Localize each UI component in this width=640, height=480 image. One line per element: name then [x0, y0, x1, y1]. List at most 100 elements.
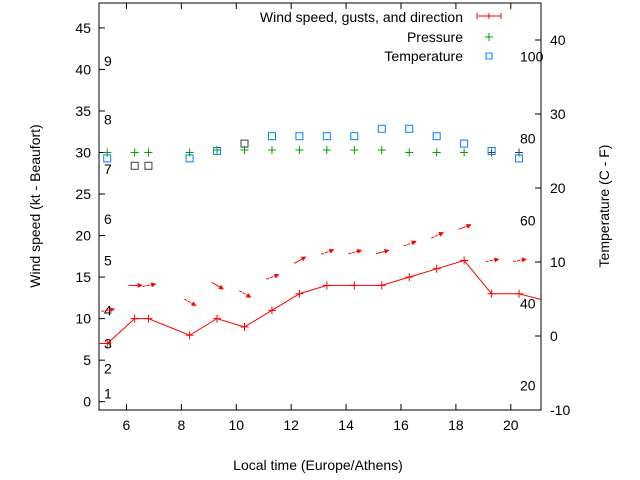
y-tick-label: 45: [75, 20, 91, 36]
gust-direction-arrow: [239, 290, 252, 298]
gust-direction-arrow: [513, 257, 527, 263]
beaufort-label: 8: [104, 111, 112, 127]
arrow-head: [328, 248, 335, 254]
beaufort-label: 1: [104, 385, 112, 401]
wind-speed-point: [432, 264, 441, 273]
wind-speed-point: [405, 273, 414, 282]
temperature-point: [213, 147, 222, 155]
x-tick-label: 18: [448, 417, 464, 433]
arrow-head: [273, 273, 280, 279]
y-tick-label: 15: [75, 269, 91, 285]
legend-wind-label: Wind speed, gusts, and direction: [260, 9, 463, 25]
wind-speed-point: [267, 306, 276, 315]
gust-direction-arrow: [485, 257, 500, 263]
temperature-point: [103, 154, 112, 163]
temperature-point: [144, 161, 153, 170]
gust-direction-arrow: [375, 248, 390, 255]
y-axis-label: Wind speed (kt - Beaufort): [27, 124, 43, 287]
pressure-point: [432, 148, 441, 157]
y2-tick-label: 30: [550, 106, 566, 122]
temperature-point: [240, 139, 249, 148]
pressure-point: [405, 148, 414, 157]
y-tick-label: 35: [75, 103, 91, 119]
arrow-head: [109, 307, 116, 313]
temperature-point: [460, 139, 469, 148]
temperature-point: [405, 124, 414, 133]
temperature-point: [322, 132, 331, 141]
temperature-point: [267, 132, 276, 141]
legend-pressure-label: Pressure: [407, 29, 463, 45]
arrow-head: [411, 240, 417, 246]
pressure-point: [267, 146, 276, 155]
wind-speed-point: [460, 256, 469, 265]
x-tick-label: 6: [123, 417, 131, 433]
temperature-point: [487, 147, 496, 155]
gust-direction-arrow: [211, 281, 224, 290]
gust-direction-arrow: [101, 307, 116, 313]
x-tick-label: 20: [503, 417, 519, 433]
wind-speed-point: [130, 314, 139, 323]
gust-direction-arrow: [458, 223, 472, 230]
arrow-head: [300, 256, 307, 262]
y2-tick-label: 20: [550, 180, 566, 196]
temperature-point: [377, 124, 386, 133]
temperature-point: [432, 132, 441, 141]
pressure-point: [322, 146, 331, 155]
x-axis-label: Local time (Europe/Athens): [233, 457, 403, 473]
gust-direction-arrow: [321, 248, 335, 255]
beaufort-label: 6: [104, 211, 112, 227]
temperature-point: [515, 154, 524, 163]
arrow-head: [494, 257, 500, 263]
arrow-head: [137, 282, 143, 288]
fahrenheit-label: 40: [520, 295, 536, 311]
y2-tick-label: -10: [550, 402, 570, 418]
temperature-point: [185, 154, 194, 163]
y-tick-label: 25: [75, 186, 91, 202]
wind-speed-point: [144, 314, 153, 323]
beaufort-label: 7: [104, 161, 112, 177]
wind-speed-point: [515, 289, 524, 298]
pressure-point: [144, 148, 153, 157]
gust-direction-arrow: [431, 232, 444, 239]
beaufort-label: 9: [104, 53, 112, 69]
y2-axis-label: Temperature (C - F): [596, 145, 612, 268]
beaufort-label: 5: [104, 252, 112, 268]
arrow-head: [521, 257, 527, 263]
pressure-point: [377, 146, 386, 155]
arrow-head: [466, 223, 472, 229]
legend-wind-sample: [476, 13, 502, 19]
wind-speed-line: [99, 259, 542, 345]
legend-temperature-label: Temperature: [384, 48, 463, 64]
wind-speed-point: [350, 281, 359, 290]
legend-temperature-sample: [485, 52, 493, 60]
plot-border: [98, 2, 542, 411]
wind-speed-point: [185, 331, 194, 340]
arrow-head: [190, 301, 197, 307]
legend: Wind speed, gusts, and direction Pressur…: [260, 9, 502, 64]
arrow-head: [245, 293, 252, 298]
pressure-point: [460, 148, 469, 157]
wind-speed-point: [377, 281, 386, 290]
y-tick-label: 40: [75, 61, 91, 77]
pressure-point: [487, 148, 496, 157]
wind-speed-point: [295, 289, 304, 298]
pressure-point: [350, 146, 359, 155]
temperature-point: [350, 132, 359, 141]
legend-pressure-sample: [485, 33, 493, 41]
wind-speed-point: [487, 289, 496, 298]
temperature-point: [130, 161, 139, 170]
arrow-head: [438, 232, 444, 237]
y-tick-label: 30: [75, 145, 91, 161]
y2-tick-label: 10: [550, 254, 566, 270]
gust-direction-arrow: [266, 273, 280, 280]
arrow-head: [150, 282, 157, 288]
gust-direction-arrow: [403, 240, 417, 247]
fahrenheit-label: 60: [520, 213, 536, 229]
gust-direction-arrow: [348, 248, 363, 255]
x-tick-label: 16: [393, 417, 409, 433]
gust-direction-arrow: [142, 282, 157, 288]
gust-direction-arrow: [184, 298, 197, 307]
fahrenheit-label: 20: [520, 378, 536, 394]
wind-speed-point: [240, 322, 249, 331]
arrow-head: [384, 248, 390, 254]
